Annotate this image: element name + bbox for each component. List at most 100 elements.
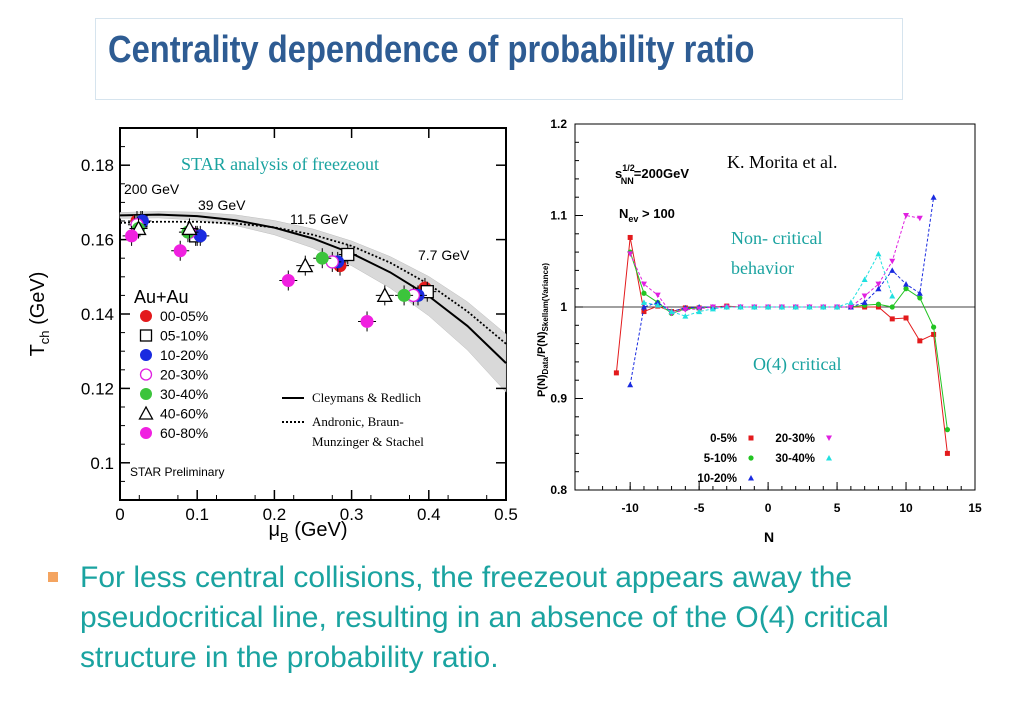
series-point-5-10% [641, 290, 647, 296]
curve-andronic [119, 220, 507, 345]
data-point-60-80% [360, 314, 374, 328]
left-points [122, 211, 437, 332]
series-point-5-10% [917, 295, 923, 301]
system-label: Au+Au [134, 287, 189, 307]
legend-label-30-40%: 30-40% [160, 386, 208, 402]
right-ticks: -10 -5 0 5 10 15 0.8 0.9 1 1.1 1.2 [550, 117, 982, 515]
legend-marker-30-40% [140, 388, 152, 400]
legend-label-60-80%: 60-80% [160, 425, 208, 441]
series-point-30-40% [709, 305, 716, 312]
series-point-0-5% [889, 316, 895, 322]
non-critical-label-2: behavior [731, 258, 794, 278]
centrality-legend: 00-05% 05-10% 10-20% 20-30% 30-40% 40-60% 60-8… [138, 308, 208, 441]
data-point-60-80% [173, 244, 187, 258]
author-label: K. Morita et al. [727, 152, 837, 172]
series-point-20-30% [654, 292, 661, 299]
series-point-20-30% [627, 251, 634, 257]
right-series [613, 194, 951, 456]
series-point-10-20% [627, 381, 634, 388]
series-point-30-40% [834, 304, 841, 310]
curve-legend: Cleymans & Redlich Andronic, Braun- Munz… [282, 390, 424, 449]
right-legend: 0-5% 5-10% 10-20% 20-30% 30-40% [697, 433, 832, 485]
x-tick-label: 0.1 [185, 505, 209, 524]
energy-labels: 200 GeV 39 GeV 11.5 GeV 7.7 GeV [124, 181, 470, 263]
data-point-30-40% [315, 251, 329, 265]
series-point-20-30% [640, 281, 647, 288]
series-point-30-40% [640, 299, 647, 305]
legend-marker-60-80% [140, 427, 152, 439]
right-legend-label-20-30%: 20-30% [775, 433, 815, 445]
right-legend-label-5-10%: 5-10% [704, 453, 737, 465]
series-point-0-5% [627, 234, 633, 240]
curve-legend-andronic-1: Andronic, Braun- [312, 414, 404, 429]
legend-label-20-30%: 20-30% [160, 367, 208, 383]
right-legend-label-10-20%: 10-20% [697, 473, 737, 485]
y-tick-label: 0.12 [81, 379, 114, 398]
x-tick-label: 0 [115, 505, 124, 524]
y-tick-label: 1.1 [550, 209, 567, 223]
series-point-30-40% [875, 250, 882, 257]
legend-marker-20-30% [139, 368, 153, 381]
right-legend-marker-5-10% [748, 455, 754, 461]
data-point-40-60% [297, 257, 314, 273]
series-point-30-40% [806, 304, 813, 310]
probability-ratio-chart: -10 -5 0 5 10 15 0.8 0.9 1 1.1 1.2 s1/2 NN=200GeV N… [536, 117, 982, 545]
y-tick-label: 1.2 [550, 117, 567, 131]
series-point-5-10% [903, 286, 909, 292]
right-legend-marker-30-40% [826, 455, 832, 461]
series-point-30-40% [792, 304, 799, 310]
legend-marker-10-20% [140, 349, 152, 361]
y-tick-label: 0.18 [81, 156, 114, 175]
series-point-30-40% [820, 304, 827, 310]
x-tick-label: 10 [899, 501, 913, 515]
curve-cleymans [119, 213, 507, 364]
legend-marker-00-05% [140, 310, 152, 322]
series-point-10-20% [889, 267, 896, 273]
left-y-axis-label: Tch (GeV) [27, 272, 52, 357]
series-point-0-5% [875, 304, 881, 310]
series-point-10-20% [640, 304, 647, 310]
series-point-10-20% [903, 281, 910, 287]
preliminary-label: STAR Preliminary [130, 465, 224, 479]
data-point-40-60% [181, 220, 198, 236]
curve-legend-andronic-2: Munzinger & Stachel [312, 434, 424, 449]
energy-label-7-7: 7.7 GeV [418, 247, 470, 263]
data-point-60-80% [281, 274, 295, 288]
x-tick-label: 0 [765, 501, 772, 515]
energy-label-200: 200 GeV [124, 181, 180, 197]
series-point-10-20% [930, 194, 937, 200]
x-tick-label: 0.2 [263, 505, 287, 524]
series-point-30-40% [765, 304, 772, 310]
energy-label-39: 39 GeV [198, 197, 246, 213]
series-point-30-40% [696, 308, 703, 315]
slide-title: Centrality dependence of probability rat… [108, 29, 755, 71]
series-point-20-30% [875, 281, 882, 288]
legend-label-05-10%: 05-10% [160, 328, 208, 344]
data-point-60-80% [125, 229, 139, 243]
non-critical-label-1: Non- critical [731, 228, 822, 248]
curve-legend-cleymans: Cleymans & Redlich [312, 390, 422, 405]
legend-label-00-05%: 00-05% [160, 308, 208, 324]
series-point-20-30% [847, 304, 854, 310]
x-tick-label: -5 [694, 501, 705, 515]
data-point-05-10% [341, 247, 355, 262]
right-x-axis-label: N [764, 529, 774, 545]
series-point-30-40% [654, 302, 661, 308]
series-point-5-10% [889, 304, 895, 310]
series-point-0-5% [931, 331, 937, 337]
left-chart-title: STAR analysis of freezeout [181, 154, 379, 174]
series-line-20-30% [629, 214, 920, 314]
right-legend-marker-10-20% [748, 475, 754, 481]
energy-label-11-5: 11.5 GeV [290, 211, 349, 227]
right-legend-marker-0-5% [748, 435, 754, 441]
series-point-30-40% [737, 304, 744, 310]
series-point-5-10% [944, 427, 951, 433]
right-legend-label-30-40%: 30-40% [775, 453, 815, 465]
bullet-text: For less central collisions, the freezeo… [80, 561, 889, 674]
series-point-10-20% [875, 285, 882, 292]
series-point-20-30% [861, 293, 868, 300]
data-point-30-40% [397, 288, 411, 302]
series-point-30-40% [751, 304, 758, 310]
data-point-40-60% [376, 287, 393, 303]
right-y-axis-label: P(N)Data/P(N)Skellam(Variance) [536, 263, 550, 397]
